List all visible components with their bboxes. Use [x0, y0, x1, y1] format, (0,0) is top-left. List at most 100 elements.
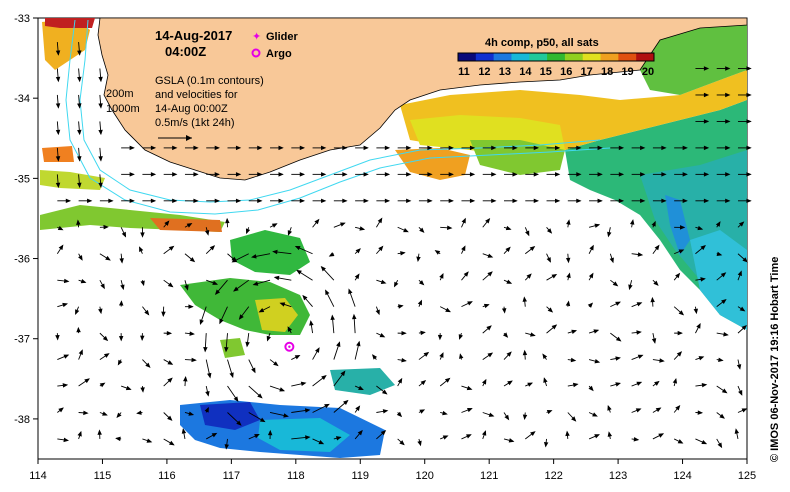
velocity-arrow-head	[725, 145, 731, 151]
velocity-arrow-head	[299, 145, 306, 151]
velocity-arrow-head	[224, 346, 229, 353]
velocity-arrow-head	[696, 322, 701, 329]
velocity-arrow-head	[136, 410, 142, 415]
velocity-arrow-head	[505, 246, 511, 253]
velocity-arrow-head	[618, 172, 625, 177]
sst-patch-east-cyan	[690, 230, 747, 330]
velocity-arrow-head	[77, 103, 82, 109]
velocity-arrow-head	[420, 380, 427, 386]
velocity-arrow-head	[487, 253, 494, 258]
velocity-arrow-head	[640, 198, 646, 204]
velocity-arrow-head	[403, 228, 409, 233]
velocity-arrow-head	[725, 66, 731, 71]
velocity-arrow-head	[678, 249, 685, 254]
velocity-arrow-head	[401, 357, 407, 363]
velocity-arrow-head	[592, 412, 598, 417]
velocity-arrow-head	[251, 367, 256, 374]
velocity-arrow-head	[487, 271, 493, 277]
colorbar-tick-label: 12	[478, 66, 490, 78]
velocity-arrow-head	[300, 381, 307, 387]
x-tick-label: 122	[544, 470, 562, 482]
velocity-arrow-head	[212, 280, 219, 285]
velocity-arrow-head	[318, 439, 325, 445]
credit-label: © IMOS 06-Nov-2017 19:16 Hobart Time	[769, 257, 781, 462]
velocity-arrow-head	[315, 347, 320, 353]
velocity-arrow-head	[469, 198, 476, 204]
velocity-arrow-head	[506, 279, 513, 284]
velocity-arrow-head	[118, 300, 124, 306]
velocity-arrow-head	[279, 302, 286, 307]
sst-patch-west-north	[40, 170, 105, 190]
velocity-arrow-head	[651, 338, 657, 344]
velocity-arrow-head	[324, 403, 330, 409]
velocity-arrow-head	[257, 172, 263, 177]
velocity-arrow-head	[77, 129, 82, 136]
velocity-arrow-head	[512, 145, 518, 151]
velocity-arrow-head	[444, 377, 451, 383]
x-tick-label: 116	[158, 470, 176, 482]
sst-patch-west-coast	[42, 20, 90, 70]
velocity-arrow-head	[636, 381, 643, 386]
velocity-arrow-head	[299, 172, 306, 177]
sst-patch-orange	[395, 148, 470, 180]
velocity-arrow-head	[118, 336, 124, 342]
sst-patch-red-top	[45, 18, 95, 28]
velocity-arrow-head	[80, 279, 87, 284]
velocity-arrow-head	[551, 273, 558, 279]
velocity-arrow-head	[607, 231, 612, 238]
velocity-arrow-head	[658, 433, 665, 438]
velocity-arrow-head	[354, 273, 360, 280]
velocity-arrow-head	[607, 404, 612, 411]
velocity-arrow-head	[167, 360, 174, 365]
velocity-arrow-head	[77, 182, 82, 189]
velocity-arrow-head	[305, 435, 311, 440]
y-axis-ticks: -33 -34 -35 -36 -37 -38	[14, 13, 38, 426]
velocity-arrow-head	[716, 251, 723, 257]
velocity-arrow-head	[741, 324, 747, 331]
velocity-arrow-head	[418, 280, 425, 286]
colorbar-tick-label: 20	[642, 66, 654, 78]
velocity-arrow-head	[55, 50, 61, 56]
sst-field	[40, 18, 747, 458]
velocity-arrow-head	[703, 119, 710, 124]
velocity-arrow-head	[607, 431, 613, 437]
velocity-arrow-head	[140, 280, 145, 287]
velocity-arrow-head	[75, 309, 80, 315]
velocity-arrow-head	[718, 357, 724, 363]
velocity-arrow-head	[321, 198, 327, 204]
velocity-arrows	[55, 42, 752, 450]
velocity-arrow-head	[700, 244, 706, 251]
velocity-arrow-head	[355, 248, 361, 254]
velocity-arrow-head	[102, 411, 108, 416]
velocity-arrow-head	[150, 145, 157, 151]
x-tick-label: 125	[738, 470, 756, 482]
velocity-arrow-head	[146, 438, 153, 443]
scale-arrow-head	[186, 135, 192, 141]
velocity-arrow-head	[618, 145, 625, 151]
velocity-arrow-head	[442, 410, 448, 416]
velocity-arrow-head	[287, 326, 293, 332]
velocity-arrow-head	[678, 310, 685, 316]
velocity-arrow-head	[235, 198, 242, 204]
colorbar-tick-label: 16	[560, 66, 572, 78]
velocity-arrow-head	[167, 377, 173, 383]
velocity-arrow-head	[169, 440, 175, 446]
velocity-arrow-head	[235, 172, 242, 177]
velocity-arrow-head	[742, 257, 748, 263]
velocity-arrow-head	[357, 429, 363, 436]
isobath-1000m	[65, 19, 611, 215]
velocity-arrow-head	[188, 411, 195, 416]
velocity-arrow-head	[721, 299, 727, 305]
velocity-arrow-head	[245, 341, 250, 348]
velocity-arrow-head	[565, 300, 571, 307]
velocity-arrow-head	[340, 222, 346, 227]
velocity-arrow-head	[348, 288, 353, 295]
colorbar-tick-label: 18	[601, 66, 613, 78]
gsla-note-1: GSLA (0.1m contours)	[155, 75, 264, 87]
velocity-arrow-head	[363, 145, 369, 151]
velocity-arrow-head	[406, 145, 412, 151]
velocity-arrow-head	[721, 388, 728, 394]
velocity-arrow-head	[525, 230, 530, 237]
velocity-arrow-head	[629, 219, 635, 225]
velocity-arrow-head	[140, 232, 145, 238]
